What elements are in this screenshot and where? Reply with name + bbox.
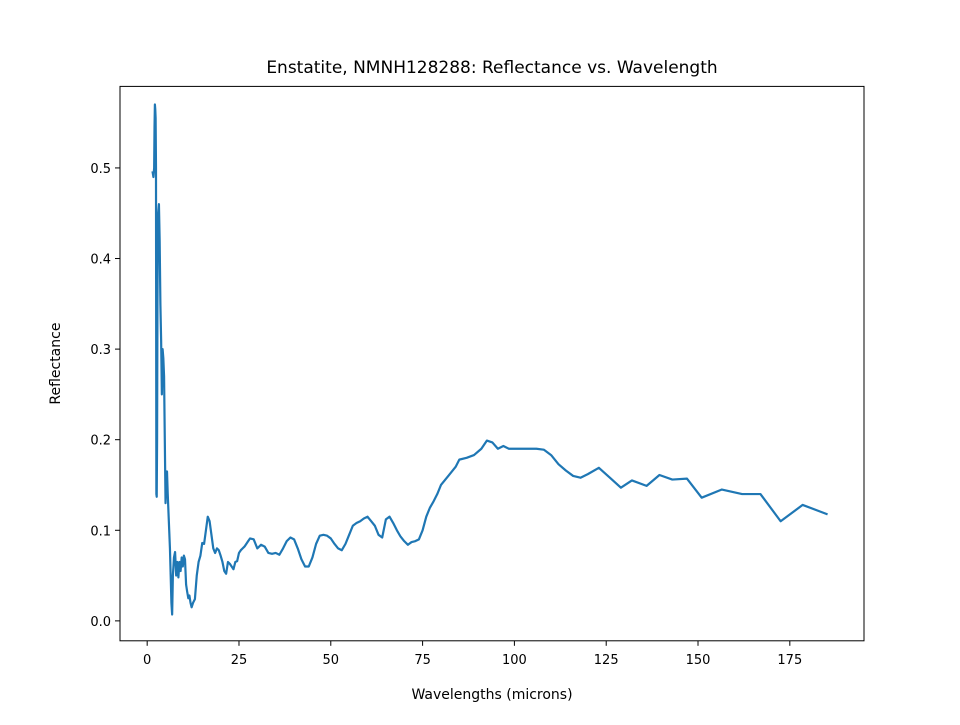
axes-frame (119, 85, 865, 642)
x-tick-label: 150 (686, 653, 711, 668)
y-tick-label: 0.2 (90, 434, 111, 449)
x-tick-label: 125 (594, 653, 619, 668)
x-tick-label: 0 (143, 653, 151, 668)
y-tick-label: 0.0 (90, 615, 111, 630)
x-tick-label: 75 (414, 653, 431, 668)
y-axis: 0.0 0.1 0.2 0.3 0.4 0.5 (90, 162, 120, 630)
series-line (151, 103, 828, 616)
plot-area (151, 103, 828, 616)
x-tick-label: 25 (231, 653, 248, 668)
x-tick-label: 50 (323, 653, 340, 668)
y-tick-label: 0.3 (90, 343, 111, 358)
x-tick-label: 100 (502, 653, 527, 668)
x-tick-label: 175 (777, 653, 802, 668)
y-tick-label: 0.4 (90, 253, 111, 268)
y-tick-label: 0.1 (90, 524, 111, 539)
chart-title: Enstatite, NMNH128288: Reflectance vs. W… (266, 58, 717, 78)
x-axis-label: Wavelengths (microns) (411, 687, 572, 703)
y-tick-label: 0.5 (90, 162, 111, 177)
x-axis: 0 25 50 75 100 125 150 175 (143, 640, 802, 668)
y-axis-label: Reflectance (48, 323, 64, 405)
